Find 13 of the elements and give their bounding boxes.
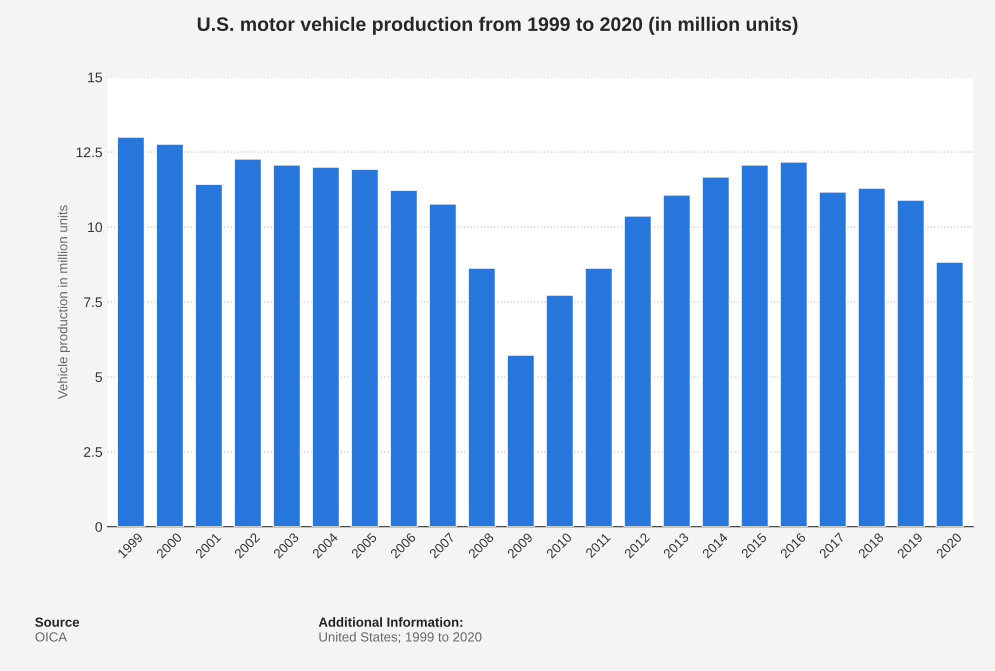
chart-title: U.S. motor vehicle production from 1999 to 2020 (in million units)	[198, 16, 798, 35]
text: Additional Information:	[318, 617, 462, 627]
y-axis-title: Vehicle production in million units	[58, 205, 70, 400]
y-tick-label: 15	[88, 72, 102, 82]
text: United States; 1999 to 2020	[319, 632, 482, 644]
y-tick-label: 5	[95, 372, 102, 382]
y-tick-label: 7.5	[84, 297, 102, 308]
y-tick-label: 12.5	[76, 147, 102, 158]
text: Source	[35, 618, 80, 627]
y-tick-label: 0	[95, 522, 102, 532]
y-tick-label: 2.5	[84, 447, 102, 457]
text: OICA	[35, 632, 68, 642]
y-tick-label: 10	[88, 222, 102, 232]
